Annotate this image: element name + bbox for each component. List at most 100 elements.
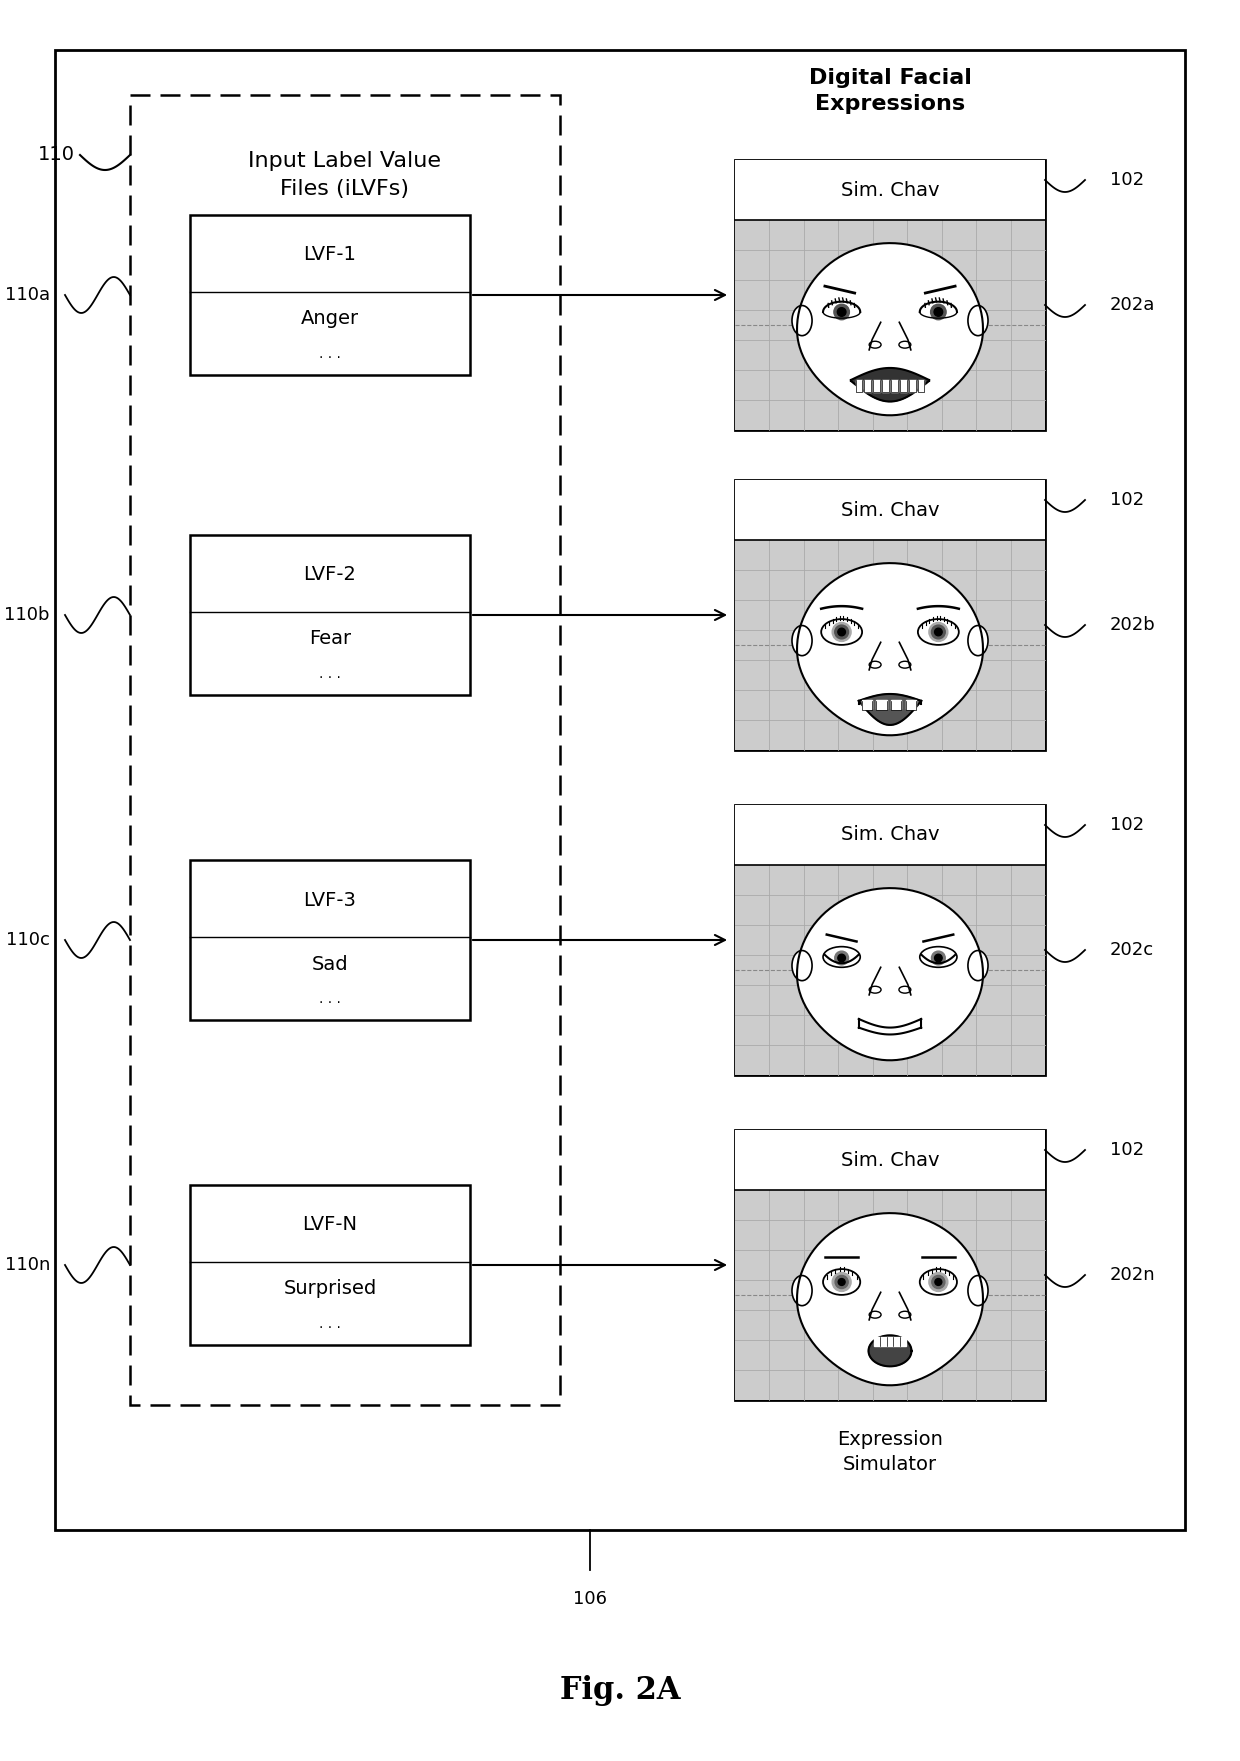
- Ellipse shape: [968, 1275, 988, 1305]
- Text: LVF-1: LVF-1: [304, 245, 356, 264]
- Text: 102: 102: [1110, 1141, 1145, 1159]
- Circle shape: [930, 305, 946, 321]
- Text: LVF-3: LVF-3: [304, 891, 356, 909]
- Bar: [55, 49, 1185, 1530]
- Circle shape: [935, 954, 942, 962]
- Text: Sad: Sad: [311, 954, 348, 974]
- Ellipse shape: [792, 951, 812, 981]
- Ellipse shape: [792, 1275, 812, 1305]
- Circle shape: [929, 1273, 947, 1291]
- Ellipse shape: [920, 1270, 957, 1294]
- Text: 202c: 202c: [1110, 940, 1154, 960]
- Polygon shape: [797, 564, 983, 736]
- Bar: [735, 220, 1045, 430]
- Text: Input Label Value
Files (iLVFs): Input Label Value Files (iLVFs): [248, 151, 441, 199]
- Bar: [862, 701, 872, 710]
- Text: Digital Facial
Expressions: Digital Facial Expressions: [808, 69, 971, 114]
- Bar: [874, 1337, 906, 1345]
- Ellipse shape: [968, 625, 988, 655]
- Text: 110b: 110b: [5, 606, 50, 623]
- Text: . . .: . . .: [319, 347, 341, 361]
- Bar: [883, 380, 889, 393]
- Bar: [877, 701, 887, 710]
- Circle shape: [934, 308, 942, 317]
- Ellipse shape: [918, 620, 959, 645]
- Text: Sim. Chav: Sim. Chav: [841, 500, 939, 519]
- Ellipse shape: [968, 951, 988, 981]
- Bar: [918, 380, 925, 393]
- Text: Sim. Chav: Sim. Chav: [841, 180, 939, 199]
- Text: . . .: . . .: [319, 667, 341, 682]
- Text: . . .: . . .: [319, 1317, 341, 1331]
- Bar: [190, 859, 470, 1020]
- Bar: [190, 1185, 470, 1345]
- Circle shape: [935, 629, 942, 636]
- Ellipse shape: [823, 947, 861, 967]
- Text: 110n: 110n: [5, 1256, 50, 1273]
- Ellipse shape: [920, 301, 957, 322]
- Text: 110a: 110a: [5, 285, 50, 305]
- Circle shape: [931, 1275, 945, 1289]
- Polygon shape: [797, 243, 983, 416]
- Circle shape: [835, 951, 848, 965]
- Text: 102: 102: [1110, 491, 1145, 509]
- Text: 106: 106: [573, 1590, 608, 1608]
- Circle shape: [832, 1273, 851, 1291]
- Ellipse shape: [968, 305, 988, 336]
- Polygon shape: [868, 1335, 911, 1367]
- Text: 110c: 110c: [6, 932, 50, 949]
- Bar: [735, 805, 1045, 1074]
- Ellipse shape: [823, 301, 861, 322]
- Ellipse shape: [792, 305, 812, 336]
- Text: LVF-N: LVF-N: [303, 1215, 357, 1234]
- Text: Surprised: Surprised: [284, 1280, 377, 1298]
- Ellipse shape: [920, 947, 957, 967]
- Ellipse shape: [792, 625, 812, 655]
- Text: Fig. 2A: Fig. 2A: [559, 1675, 681, 1705]
- Text: 202b: 202b: [1110, 616, 1156, 634]
- Text: 202n: 202n: [1110, 1266, 1156, 1284]
- Bar: [190, 535, 470, 696]
- Text: Expression
Simulator: Expression Simulator: [837, 1430, 942, 1474]
- Ellipse shape: [821, 620, 862, 645]
- Text: Fear: Fear: [309, 629, 351, 648]
- Bar: [900, 380, 906, 393]
- Bar: [856, 380, 862, 393]
- Circle shape: [835, 1275, 848, 1289]
- Circle shape: [838, 954, 846, 962]
- Text: Anger: Anger: [301, 310, 360, 329]
- Bar: [909, 380, 915, 393]
- Circle shape: [935, 1278, 942, 1286]
- Bar: [735, 481, 1045, 541]
- Polygon shape: [851, 368, 929, 402]
- Bar: [873, 380, 880, 393]
- Ellipse shape: [823, 1270, 861, 1294]
- Circle shape: [931, 951, 945, 965]
- Bar: [905, 701, 916, 710]
- Polygon shape: [859, 694, 921, 726]
- Bar: [735, 1131, 1045, 1190]
- Text: 110: 110: [38, 146, 74, 164]
- Text: 202a: 202a: [1110, 296, 1156, 313]
- Circle shape: [838, 629, 846, 636]
- Circle shape: [832, 622, 851, 641]
- Text: Sim. Chav: Sim. Chav: [841, 826, 939, 845]
- Bar: [735, 1131, 1045, 1400]
- Text: 102: 102: [1110, 815, 1145, 835]
- Bar: [735, 160, 1045, 430]
- Bar: [735, 160, 1045, 220]
- Polygon shape: [797, 888, 983, 1060]
- Bar: [735, 1190, 1045, 1400]
- Text: . . .: . . .: [319, 991, 341, 1006]
- Polygon shape: [797, 1213, 983, 1386]
- Circle shape: [838, 1278, 846, 1286]
- Bar: [735, 481, 1045, 750]
- Bar: [892, 380, 898, 393]
- Circle shape: [835, 625, 848, 639]
- Bar: [190, 215, 470, 375]
- Circle shape: [837, 308, 846, 317]
- Bar: [130, 95, 560, 1405]
- Text: LVF-2: LVF-2: [304, 565, 356, 585]
- Circle shape: [931, 625, 945, 639]
- Bar: [892, 701, 901, 710]
